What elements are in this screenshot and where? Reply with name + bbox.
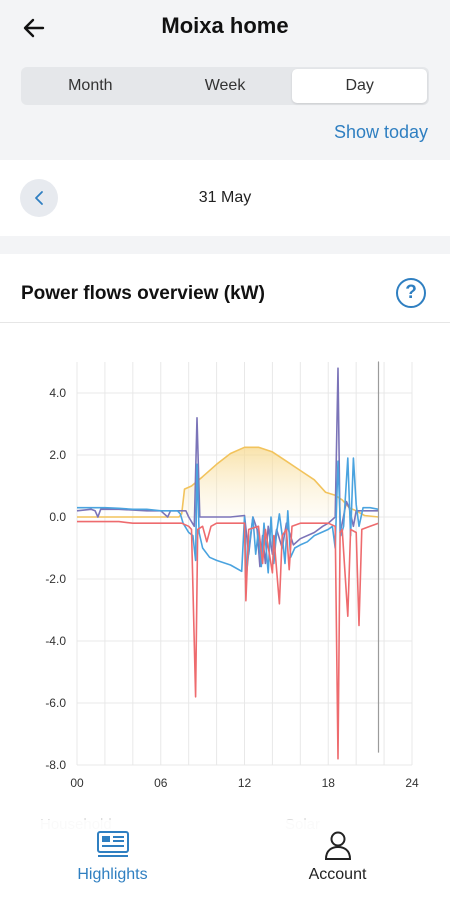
x-tick-label: 06	[154, 776, 168, 790]
series-area-0	[77, 447, 379, 517]
tab-week[interactable]: Week	[204, 77, 246, 94]
card-title: Power flows overview (kW)	[21, 283, 265, 304]
series-line-1	[76, 367, 379, 568]
nav-highlights-label: Highlights	[77, 866, 148, 883]
bottom-navigation: Highlights Account	[0, 820, 450, 900]
x-tick-label: 12	[238, 776, 252, 790]
back-button[interactable]	[16, 10, 52, 46]
y-tick-label: -4.0	[45, 634, 66, 648]
y-tick-label: -2.0	[45, 572, 66, 586]
previous-day-button[interactable]	[20, 179, 58, 217]
x-tick-label: 24	[405, 776, 419, 790]
highlights-icon	[96, 831, 129, 857]
power-flows-card: Power flows overview (kW) ?	[0, 254, 450, 900]
show-today-link[interactable]: Show today	[333, 122, 428, 142]
arrow-left-icon	[23, 18, 45, 38]
period-selector: Month Week Day	[21, 67, 429, 105]
power-flows-chart: 4.0 2.0 0.0 -2.0 -4.0 -6.0 -8.0 00 06 12 18 24	[45, 361, 419, 790]
page-title: Moixa home	[161, 13, 289, 38]
x-tick-label: 18	[322, 776, 336, 790]
tab-day[interactable]: Day	[292, 69, 428, 103]
date-navigator: 31 May	[0, 160, 450, 236]
nav-account-label: Account	[308, 866, 367, 883]
account-icon	[324, 831, 351, 860]
series-line-3	[77, 520, 379, 760]
help-icon[interactable]: ?	[396, 278, 426, 308]
y-tick-label: -6.0	[45, 696, 66, 710]
divider	[0, 322, 450, 323]
tab-month[interactable]: Month	[68, 77, 113, 94]
y-tick-label: -8.0	[45, 758, 66, 772]
nav-highlights[interactable]: Highlights	[0, 820, 225, 900]
current-date: 31 May	[198, 189, 252, 206]
app-header: Moixa home	[0, 0, 450, 56]
y-tick-label: 0.0	[49, 510, 66, 524]
series-line-0	[77, 446, 379, 518]
x-tick-label: 00	[70, 776, 84, 790]
y-tick-label: 2.0	[49, 448, 66, 462]
y-tick-label: 4.0	[49, 386, 66, 400]
nav-account[interactable]: Account	[225, 820, 450, 900]
chevron-left-icon	[35, 191, 43, 205]
